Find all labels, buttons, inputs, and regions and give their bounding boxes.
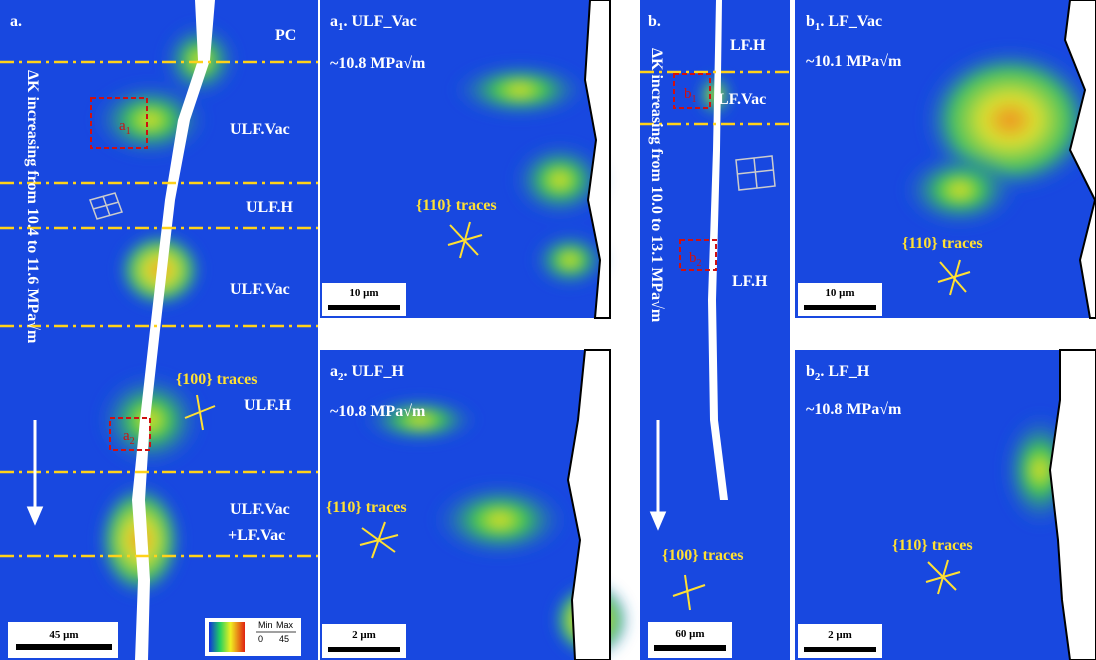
sub: 1	[126, 126, 131, 137]
k-label: ~10.8 MPa√m	[330, 403, 426, 420]
panel-b: b1 b2 b. LF.H LF.Vac LF.H ΔK increasing …	[640, 0, 790, 660]
sub: 2	[130, 436, 135, 447]
scale-label: 60 μm	[675, 628, 704, 640]
panel-a2: a2. ULF_H ~10.8 MPa√m {110} traces 2 μm	[320, 350, 630, 660]
letter: b	[806, 13, 815, 30]
traces-label: {110} traces	[892, 537, 973, 554]
zone-label: ULF.H	[244, 397, 292, 414]
scale-bar	[328, 647, 400, 652]
rest: . ULF_Vac	[344, 13, 417, 30]
k-label: ~10.8 MPa√m	[330, 55, 426, 72]
direction-label: ΔK increasing from 10.4 to 11.6 MPa√m	[24, 70, 41, 344]
colorbar	[209, 622, 245, 652]
figure: a1 a2 a. PC ULF.Vac ULF.H ULF.Vac ULF.H …	[0, 0, 1096, 660]
scale-bar	[16, 644, 112, 650]
traces-label: {110} traces	[416, 197, 497, 214]
letter: a	[330, 13, 338, 30]
panel-label: a.	[10, 13, 22, 30]
letter: a	[330, 363, 338, 380]
traces-label: {110} traces	[326, 499, 407, 516]
scale-bar	[804, 647, 876, 652]
panel-label: b.	[648, 13, 661, 30]
zone-label: LF.H	[732, 273, 768, 290]
zone-label: ULF.H	[246, 199, 294, 216]
rest: . LF_H	[820, 363, 869, 380]
scale-label: 10 μm	[349, 287, 378, 299]
zone-label: LF.H	[730, 37, 766, 54]
direction-label: ΔK increasing from 10.0 to 13.1 MPa√m	[648, 48, 665, 323]
k-label: ~10.1 MPa√m	[806, 53, 902, 70]
traces-label: {100} traces	[176, 371, 257, 388]
letter: b	[689, 250, 697, 266]
sub: 2	[697, 258, 702, 269]
colorbar-label: 0	[258, 634, 263, 644]
letter: b	[806, 363, 815, 380]
zone-label: +LF.Vac	[228, 527, 285, 544]
scale-label: 2 μm	[352, 629, 376, 641]
zone-label: ULF.Vac	[230, 281, 290, 298]
letter: b	[684, 86, 692, 102]
scale-label: 2 μm	[828, 629, 852, 641]
zone-label: ULF.Vac	[230, 121, 290, 138]
panel-b2: b2. LF_H ~10.8 MPa√m {110} traces 2 μm	[795, 350, 1096, 660]
ellipse	[900, 150, 1020, 230]
zone-label: LF.Vac	[718, 91, 766, 108]
sub: 1	[692, 94, 697, 105]
rest: . ULF_H	[344, 363, 405, 380]
panel-a1: a1. ULF_Vac ~10.8 MPa√m {110} traces 10 …	[320, 0, 610, 318]
scale-label: 10 μm	[825, 287, 854, 299]
colorbar-label: Max	[276, 620, 294, 630]
rest: . LF_Vac	[820, 13, 882, 30]
k-label: ~10.8 MPa√m	[806, 401, 902, 418]
scale-bar	[804, 305, 876, 310]
zone-label: ULF.Vac	[230, 501, 290, 518]
ellipse	[430, 480, 570, 560]
zone-label: PC	[275, 27, 296, 44]
ellipse	[450, 60, 590, 120]
scale-bar	[328, 305, 400, 310]
traces-label: {100} traces	[662, 547, 743, 564]
panel-b1: b1. LF_Vac ~10.1 MPa√m {110} traces 10 μ…	[795, 0, 1096, 318]
colorbar-label: Min	[258, 620, 273, 630]
panel-a: a1 a2 a. PC ULF.Vac ULF.H ULF.Vac ULF.H …	[0, 0, 318, 660]
traces-label: {110} traces	[902, 235, 983, 252]
colorbar-label: 45	[279, 634, 289, 644]
scale-label: 45 μm	[49, 629, 78, 641]
scale-bar	[654, 645, 726, 651]
